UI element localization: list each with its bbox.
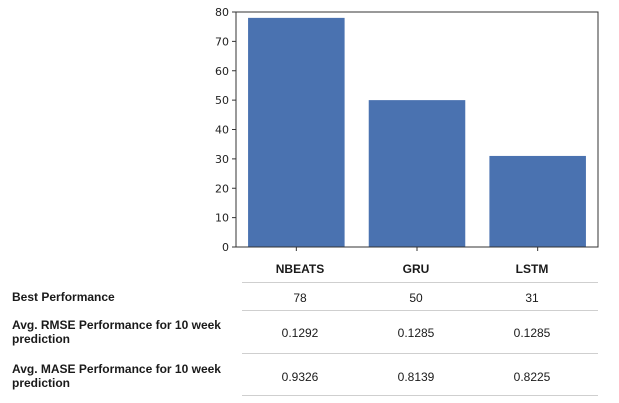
y-tick-label: 40 xyxy=(215,124,229,137)
column-header-lstm: LSTM xyxy=(515,262,549,276)
row-label-best: Best Performance xyxy=(12,290,115,304)
cell-best-nbeats: 78 xyxy=(293,291,307,305)
table-divider xyxy=(242,395,598,396)
y-tick-label: 0 xyxy=(222,241,229,254)
bar-lstm xyxy=(489,155,586,247)
bars-group xyxy=(248,17,586,251)
y-tick-label: 80 xyxy=(215,6,229,19)
y-tick-label: 50 xyxy=(215,94,229,107)
cell-mase-lstm: 0.8225 xyxy=(513,370,551,384)
bar-chart: 0 10 20 30 40 50 60 70 80 xyxy=(215,6,599,254)
table-divider xyxy=(242,310,598,311)
bar-nbeats xyxy=(248,17,345,247)
cell-rmse-lstm: 0.1285 xyxy=(513,326,551,340)
y-tick-label: 30 xyxy=(215,153,229,166)
y-tick-label: 60 xyxy=(215,65,229,78)
table-divider xyxy=(242,282,598,283)
y-tick-label: 10 xyxy=(215,212,229,225)
cell-mase-gru: 0.8139 xyxy=(397,370,435,384)
row-label-mase: Avg. MASE Performance for 10 week predic… xyxy=(12,362,221,390)
cell-rmse-nbeats: 0.1292 xyxy=(281,326,319,340)
cell-mase-nbeats: 0.9326 xyxy=(281,370,319,384)
plot-frame xyxy=(235,11,599,248)
cell-best-lstm: 31 xyxy=(525,291,539,305)
y-tick-label: 70 xyxy=(215,35,229,48)
y-tick-label: 20 xyxy=(215,182,229,195)
row-label-rmse: Avg. RMSE Performance for 10 week predic… xyxy=(12,318,221,346)
y-axis: 0 10 20 30 40 50 60 70 80 xyxy=(215,6,236,254)
column-header-nbeats: NBEATS xyxy=(275,262,325,276)
bar-gru xyxy=(368,100,466,247)
cell-best-gru: 50 xyxy=(409,291,423,305)
column-header-gru: GRU xyxy=(402,262,430,276)
cell-rmse-gru: 0.1285 xyxy=(397,326,435,340)
table-divider xyxy=(242,353,598,354)
